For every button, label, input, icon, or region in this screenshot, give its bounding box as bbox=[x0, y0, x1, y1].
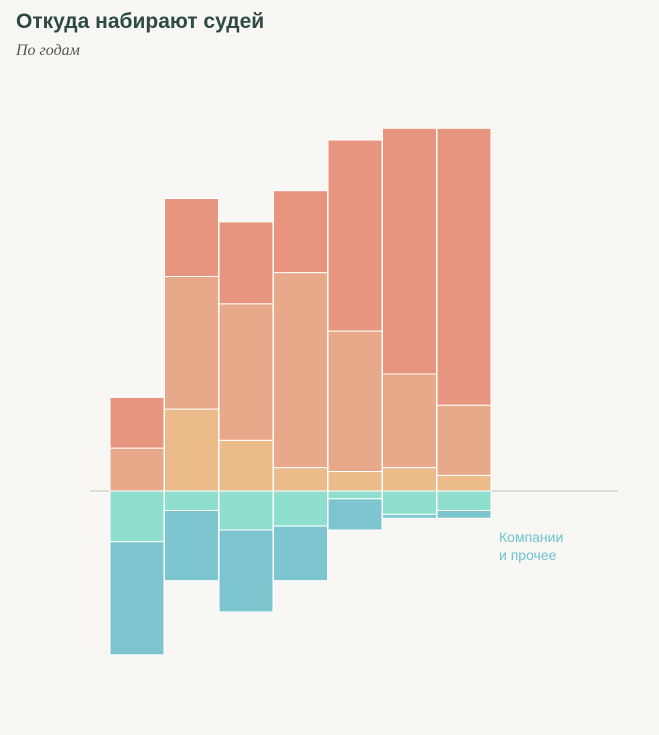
bar-адвокатура-11-15 bbox=[382, 490, 437, 515]
bar-силовики-16-19 bbox=[436, 404, 492, 476]
bar-др-госорганы-11-15 bbox=[382, 467, 437, 492]
legend-companies: Компании и прочее bbox=[499, 529, 563, 563]
bar-силовики-91-95 bbox=[164, 276, 219, 410]
bar-аппарат-суда-06-10 bbox=[327, 139, 383, 332]
bar-адвокатура-70-90 bbox=[109, 490, 165, 543]
bar-аппарат-суда-16-19 bbox=[436, 127, 492, 406]
bar-аппарат-суда-01-05 bbox=[273, 190, 328, 274]
bar-аппарат-суда-70-90 bbox=[109, 396, 165, 449]
bar-силовики-70-90 bbox=[109, 447, 165, 492]
bar-адвокатура-16-19 bbox=[436, 490, 492, 511]
bar-компании-и-прочее-01-05 bbox=[273, 525, 328, 582]
bar-аппарат-суда-91-95 bbox=[164, 198, 219, 277]
bar-компании-и-прочее-96-00 bbox=[218, 529, 274, 613]
bar-адвокатура-06-10 bbox=[327, 490, 383, 500]
bar-силовики-96-00 bbox=[218, 303, 274, 441]
chart-title: Откуда набирают судей bbox=[16, 10, 265, 33]
bar-компании-и-прочее-06-10 bbox=[327, 498, 383, 531]
bar-адвокатура-96-00 bbox=[218, 490, 274, 531]
bar-силовики-11-15 bbox=[382, 373, 437, 469]
bar-аппарат-суда-11-15 bbox=[382, 127, 437, 375]
bar-др-госорганы-16-19 bbox=[436, 474, 492, 492]
bar-силовики-06-10 bbox=[327, 330, 383, 472]
bar-адвокатура-91-95 bbox=[164, 490, 219, 511]
bar-аппарат-суда-96-00 bbox=[218, 221, 274, 305]
bar-др-госорганы-06-10 bbox=[327, 471, 383, 492]
bar-компании-и-прочее-91-95 bbox=[164, 510, 219, 582]
bar-др-госорганы-96-00 bbox=[218, 439, 274, 492]
bar-др-госорганы-01-05 bbox=[273, 467, 328, 492]
bar-силовики-01-05 bbox=[273, 272, 328, 469]
bar-др-госорганы-91-95 bbox=[164, 408, 219, 492]
chart-subtitle: По годам bbox=[16, 42, 80, 59]
bar-компании-и-прочее-16-19 bbox=[436, 510, 492, 519]
bar-адвокатура-01-05 bbox=[273, 490, 328, 527]
bar-компании-и-прочее-11-15 bbox=[382, 513, 437, 519]
bar-компании-и-прочее-70-90 bbox=[109, 541, 165, 656]
